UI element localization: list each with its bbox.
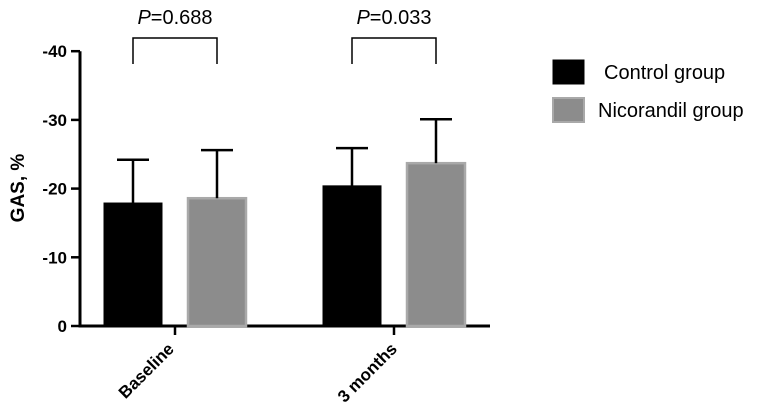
y-tick-label: -30 [42,111,67,130]
y-tick-label: -40 [42,42,67,61]
bar [103,202,163,327]
bars [103,161,467,328]
legend-swatch [552,97,585,123]
p-value-label: P=0.033 [356,7,431,29]
legend-label: Nicorandil group [598,100,744,122]
legend-label: Control group [604,62,725,84]
x-category-label: Baseline [115,339,178,402]
y-tick-label: -20 [42,180,67,199]
y-axis-label: GAS, % [8,154,29,223]
comparison-bracket [351,37,437,64]
comparison-brackets: P=0.688 P=0.033 [132,7,437,64]
error-bars [117,117,452,204]
legend: Control group Nicorandil group [552,59,744,123]
y-tick-label: -10 [42,248,67,267]
bar [186,196,248,328]
p-value-label: P=0.688 [137,7,212,29]
y-tick-label: 0 [58,317,67,336]
x-category-label: 3 months [334,339,401,406]
legend-swatch [552,59,585,85]
comparison-bracket [132,37,218,64]
bar [322,185,382,327]
bar [405,161,467,328]
